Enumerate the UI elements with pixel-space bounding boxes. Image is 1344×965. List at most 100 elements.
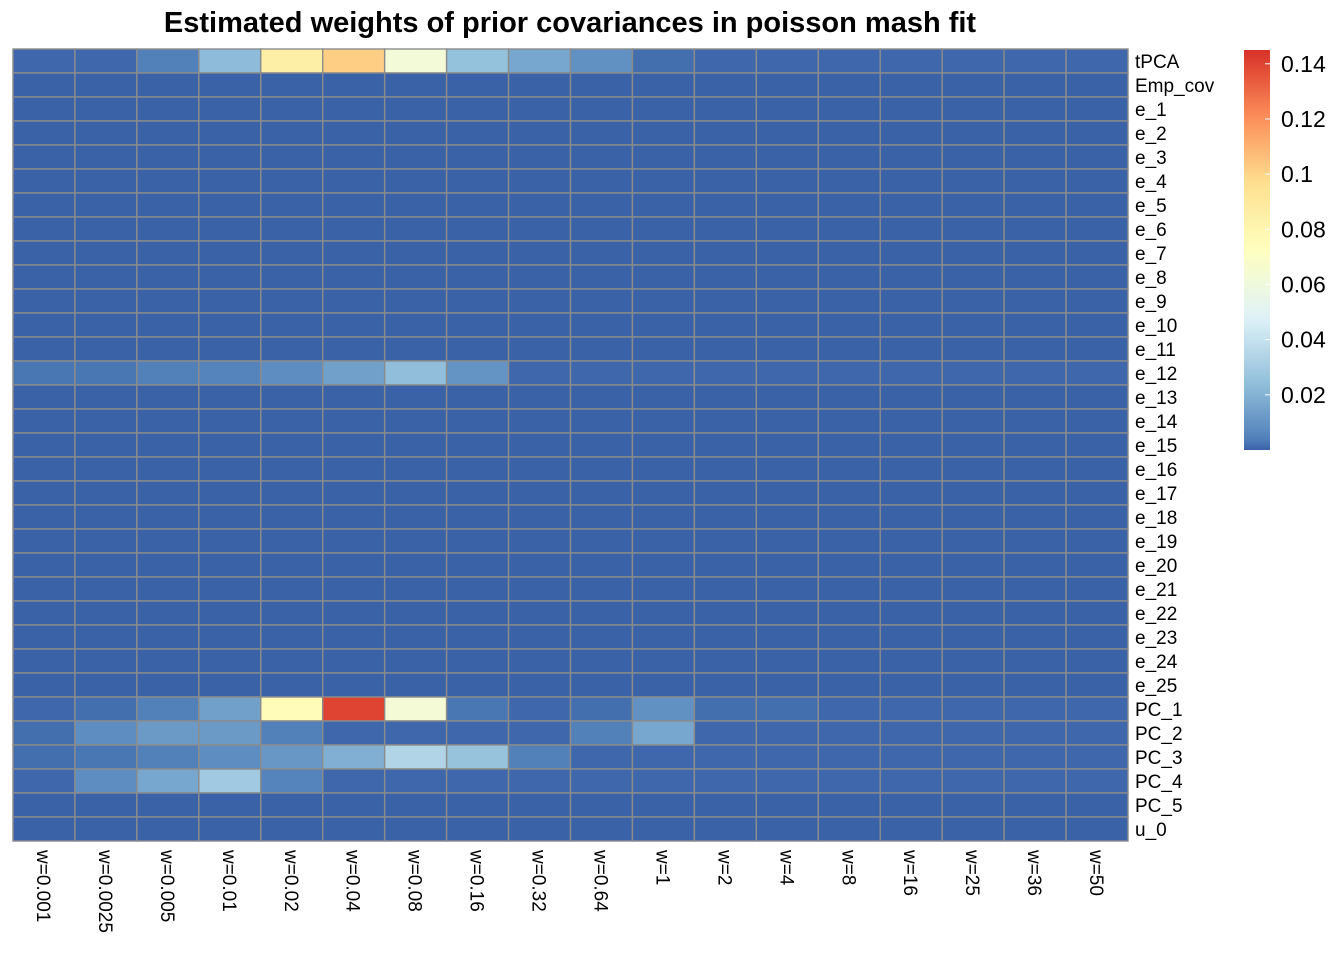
heatmap-cell bbox=[941, 168, 1005, 194]
heatmap-cell bbox=[445, 288, 510, 314]
heatmap-cell bbox=[693, 480, 758, 506]
heatmap-cell bbox=[879, 480, 943, 506]
heatmap-cell bbox=[507, 336, 572, 362]
heatmap-cell bbox=[260, 504, 324, 530]
heatmap-cell bbox=[879, 504, 943, 530]
heatmap-cell bbox=[383, 504, 448, 530]
heatmap-cell bbox=[1065, 312, 1129, 338]
heatmap-cell bbox=[755, 696, 819, 722]
heatmap-cell bbox=[569, 264, 634, 290]
heatmap-cell bbox=[383, 576, 448, 602]
row-label: e_21 bbox=[1135, 580, 1177, 601]
row-label: e_24 bbox=[1135, 652, 1178, 673]
heatmap-cell bbox=[755, 384, 819, 410]
heatmap-cell bbox=[136, 792, 200, 818]
heatmap-cell bbox=[74, 480, 138, 506]
heatmap-cell bbox=[941, 648, 1005, 674]
heatmap-cell bbox=[198, 264, 262, 290]
heatmap-cell bbox=[74, 624, 138, 650]
heatmap-cell bbox=[12, 720, 76, 746]
heatmap-cell bbox=[631, 456, 696, 482]
heatmap-cell bbox=[755, 312, 819, 338]
heatmap-cell bbox=[322, 528, 386, 554]
heatmap-cell bbox=[322, 768, 386, 794]
heatmap-cell bbox=[941, 48, 1005, 74]
heatmap-cell bbox=[941, 696, 1005, 722]
heatmap-cell bbox=[383, 696, 448, 722]
heatmap-cell bbox=[445, 96, 510, 122]
heatmap-cell bbox=[817, 384, 881, 410]
heatmap-cell bbox=[1065, 408, 1129, 434]
heatmap-cell bbox=[1065, 360, 1129, 386]
heatmap-cell bbox=[569, 600, 634, 626]
heatmap-cell bbox=[74, 360, 138, 386]
heatmap-cell bbox=[74, 120, 138, 146]
heatmap-cell bbox=[879, 216, 943, 242]
heatmap-cell bbox=[1003, 576, 1067, 602]
heatmap-cell bbox=[1065, 768, 1129, 794]
heatmap-cell bbox=[941, 336, 1005, 362]
heatmap-cell bbox=[755, 624, 819, 650]
heatmap-cell bbox=[260, 216, 324, 242]
heatmap-cell bbox=[817, 672, 881, 698]
legend-tick-label: 0.12 bbox=[1281, 106, 1326, 132]
column-label: w=0.04 bbox=[342, 849, 363, 912]
row-label: PC_2 bbox=[1135, 724, 1183, 745]
heatmap-cell bbox=[198, 384, 262, 410]
heatmap-cell bbox=[1003, 432, 1067, 458]
column-label: w=0.32 bbox=[528, 849, 549, 912]
heatmap-cell bbox=[693, 384, 758, 410]
heatmap-cell bbox=[755, 432, 819, 458]
heatmap-cell bbox=[693, 240, 758, 266]
heatmap-cell bbox=[1003, 96, 1067, 122]
heatmap-cell bbox=[755, 744, 819, 770]
heatmap-cell bbox=[507, 792, 572, 818]
color-legend: 0.02 0.04 0.06 0.08 0.1 0.12 0.14 bbox=[1244, 50, 1326, 450]
heatmap-cell bbox=[322, 432, 386, 458]
heatmap-cell bbox=[260, 552, 324, 578]
heatmap-cell bbox=[631, 600, 696, 626]
heatmap-cell bbox=[879, 456, 943, 482]
column-label: w=2 bbox=[713, 849, 734, 885]
heatmap-cell bbox=[693, 528, 758, 554]
heatmap-cell bbox=[507, 480, 572, 506]
heatmap-cell bbox=[198, 816, 262, 842]
heatmap-cell bbox=[569, 216, 634, 242]
heatmap-cell bbox=[383, 648, 448, 674]
heatmap-cell bbox=[879, 768, 943, 794]
heatmap-cell bbox=[693, 624, 758, 650]
heatmap-cell bbox=[941, 768, 1005, 794]
heatmap-cell bbox=[12, 576, 76, 602]
heatmap-cell bbox=[74, 432, 138, 458]
heatmap-cell bbox=[136, 456, 200, 482]
heatmap-cell bbox=[445, 696, 510, 722]
row-label: e_15 bbox=[1135, 436, 1177, 457]
heatmap-cell bbox=[12, 288, 76, 314]
column-label: w=0.64 bbox=[589, 849, 610, 912]
heatmap-cell bbox=[198, 648, 262, 674]
heatmap-cell bbox=[198, 528, 262, 554]
heatmap-cell bbox=[1003, 744, 1067, 770]
heatmap-cell bbox=[136, 768, 200, 794]
heatmap-cell bbox=[693, 600, 758, 626]
heatmap-cell bbox=[569, 48, 634, 74]
heatmap-cell bbox=[136, 216, 200, 242]
heatmap-cell bbox=[941, 480, 1005, 506]
heatmap-cell bbox=[631, 192, 696, 218]
heatmap-cell bbox=[74, 552, 138, 578]
heatmap-cell bbox=[12, 744, 76, 770]
heatmap-cell bbox=[507, 192, 572, 218]
heatmap-cell bbox=[322, 480, 386, 506]
heatmap-cell bbox=[817, 240, 881, 266]
heatmap-cell bbox=[198, 336, 262, 362]
heatmap-cell bbox=[693, 744, 758, 770]
column-label: w=0.005 bbox=[156, 849, 177, 922]
heatmap-cell bbox=[383, 72, 448, 98]
row-label: e_9 bbox=[1135, 292, 1167, 313]
heatmap-cell bbox=[260, 96, 324, 122]
heatmap-cell bbox=[879, 48, 943, 74]
column-label: w=50 bbox=[1085, 849, 1106, 896]
heatmap-cell bbox=[631, 144, 696, 170]
heatmap-cell bbox=[1003, 168, 1067, 194]
